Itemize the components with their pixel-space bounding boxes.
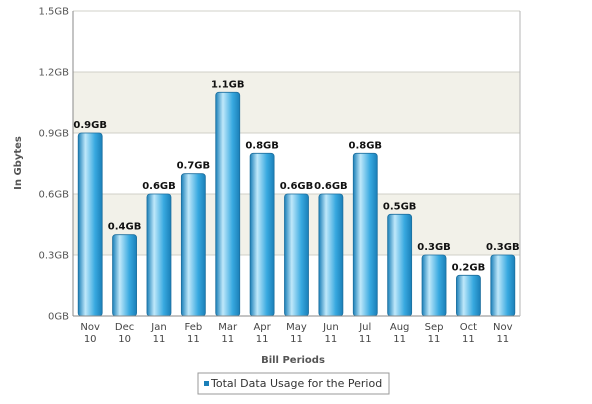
x-tick-sublabel: 11	[187, 334, 200, 345]
x-tick-sublabel: 11	[256, 334, 269, 345]
data-label: 0.2GB	[452, 262, 486, 273]
bar	[284, 193, 309, 317]
x-tick-label: Sep	[425, 322, 444, 333]
y-tick-label: 0.9GB	[38, 129, 69, 140]
x-tick-label: Mar	[218, 322, 238, 333]
legend: Total Data Usage for the Period	[197, 372, 390, 395]
y-axis-ticks: 0GB 0.3GB 0.6GB 0.9GB 1.2GB 1.5GB	[38, 7, 69, 323]
y-tick-label: 1.5GB	[38, 7, 69, 18]
bar	[456, 274, 481, 317]
x-tick-sublabel: 11	[153, 334, 166, 345]
bar	[421, 254, 447, 317]
bar	[387, 213, 413, 317]
bar	[180, 173, 206, 317]
x-tick-sublabel: 11	[462, 334, 475, 345]
data-label: 0.6GB	[280, 181, 314, 192]
data-label: 0.6GB	[314, 181, 348, 192]
y-tick-label: 0.3GB	[38, 251, 69, 262]
x-tick-label: Jun	[322, 322, 339, 333]
y-axis-title: In Gbytes	[13, 136, 24, 190]
data-label: 0.8GB	[348, 140, 382, 151]
y-tick-label: 1.2GB	[38, 68, 69, 79]
x-tick-sublabel: 10	[118, 334, 131, 345]
x-tick-label: Jan	[150, 322, 166, 333]
bar	[318, 193, 344, 317]
x-tick-label: Nov	[80, 322, 100, 333]
data-label: 0.3GB	[486, 242, 520, 253]
x-tick-sublabel: 10	[84, 334, 97, 345]
legend-box	[197, 372, 390, 395]
data-label: 0.3GB	[417, 242, 451, 253]
x-axis-ticks: Nov10Dec10Jan11Feb11Mar11Apr11May11Jun11…	[80, 322, 512, 345]
bar	[77, 132, 103, 317]
x-tick-label: Apr	[253, 322, 271, 333]
x-tick-label: Feb	[184, 322, 202, 333]
x-tick-sublabel: 11	[325, 334, 338, 345]
plot-band	[73, 11, 520, 72]
data-label: 0.6GB	[142, 181, 176, 192]
plot-band	[73, 72, 520, 133]
bar	[249, 152, 275, 317]
x-tick-label: Nov	[493, 322, 513, 333]
x-tick-label: Aug	[390, 322, 410, 333]
x-tick-sublabel: 11	[393, 334, 406, 345]
x-tick-sublabel: 11	[221, 334, 234, 345]
data-label: 0.7GB	[177, 161, 211, 172]
data-label: 0.4GB	[108, 222, 142, 233]
data-label: 0.9GB	[73, 120, 107, 131]
x-tick-sublabel: 11	[359, 334, 372, 345]
bar	[352, 152, 378, 317]
data-label: 0.5GB	[383, 201, 417, 212]
x-tick-sublabel: 11	[496, 334, 509, 345]
bar	[215, 91, 241, 317]
y-tick-label: 0.6GB	[38, 190, 69, 201]
legend-label: Total Data Usage for the Period	[210, 377, 382, 390]
x-tick-sublabel: 11	[428, 334, 441, 345]
x-axis-title: Bill Periods	[261, 355, 325, 366]
data-label: 1.1GB	[211, 79, 245, 90]
x-tick-label: May	[286, 322, 307, 333]
bar	[146, 193, 172, 317]
y-tick-label: 0GB	[48, 312, 69, 323]
x-tick-label: Dec	[115, 322, 134, 333]
bar	[490, 254, 516, 317]
bar	[112, 234, 137, 317]
x-tick-label: Jul	[358, 322, 371, 333]
axes	[72, 11, 521, 317]
plot-band	[73, 133, 520, 194]
legend-swatch	[204, 381, 209, 386]
data-label: 0.8GB	[245, 140, 279, 151]
x-tick-label: Oct	[460, 322, 477, 333]
x-tick-sublabel: 11	[290, 334, 303, 345]
